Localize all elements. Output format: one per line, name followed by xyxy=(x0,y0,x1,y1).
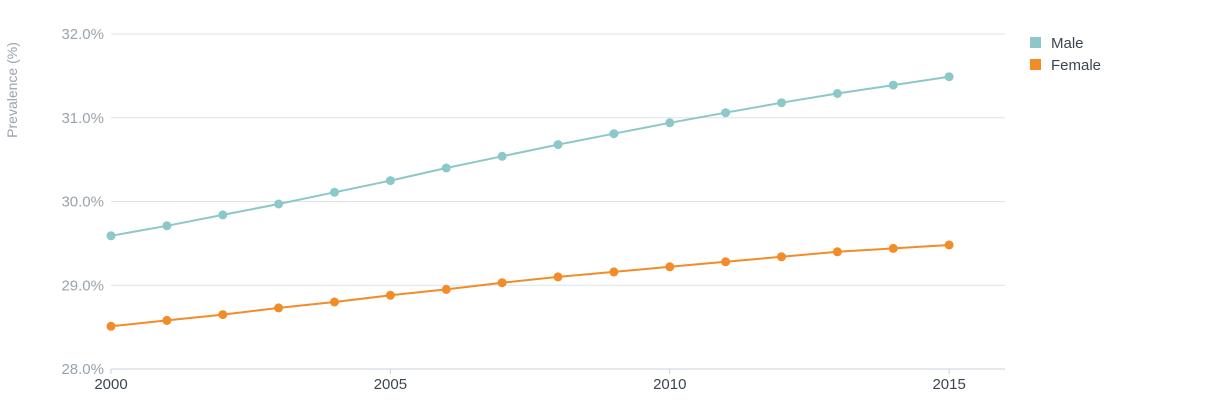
x-axis: 2000 2005 2010 2015 xyxy=(94,368,1005,393)
x-tick-label: 2005 xyxy=(374,376,407,393)
data-point-male[interactable] xyxy=(385,176,395,186)
legend-label-male[interactable]: Male xyxy=(1051,35,1084,52)
data-point-male[interactable] xyxy=(330,187,339,197)
data-point-male[interactable] xyxy=(274,199,284,209)
data-point-female[interactable] xyxy=(665,262,675,272)
data-point-male[interactable] xyxy=(218,210,228,220)
data-point-male[interactable] xyxy=(888,80,898,90)
data-point-female[interactable] xyxy=(106,321,116,331)
x-tick-label: 2015 xyxy=(932,376,965,393)
data-point-male[interactable] xyxy=(721,108,731,118)
data-point-male[interactable] xyxy=(106,231,116,241)
data-point-female[interactable] xyxy=(385,290,395,300)
y-tick-label: 30.0% xyxy=(61,194,104,211)
data-point-female[interactable] xyxy=(274,303,284,313)
data-point-male[interactable] xyxy=(553,140,563,150)
data-point-female[interactable] xyxy=(609,267,619,277)
series-line-female xyxy=(110,244,950,328)
legend-swatch-female[interactable] xyxy=(1030,59,1041,70)
data-point-female[interactable] xyxy=(441,284,451,294)
data-point-female[interactable] xyxy=(721,257,731,267)
data-point-female[interactable] xyxy=(497,278,507,288)
data-point-male[interactable] xyxy=(441,163,451,173)
y-tick-label: 29.0% xyxy=(61,277,104,294)
x-tick-label: 2010 xyxy=(653,376,686,393)
data-point-male[interactable] xyxy=(944,72,954,82)
legend[interactable]: Male Female xyxy=(1030,35,1101,74)
data-point-female[interactable] xyxy=(218,310,228,320)
y-axis-title: Prevalence (%) xyxy=(4,42,20,138)
data-point-male[interactable] xyxy=(497,151,507,161)
data-point-female[interactable] xyxy=(553,272,563,282)
series-line-male xyxy=(110,75,950,237)
data-point-female[interactable] xyxy=(888,243,898,253)
data-point-male[interactable] xyxy=(832,89,842,98)
y-tick-label: 31.0% xyxy=(61,110,104,127)
data-point-female[interactable] xyxy=(162,315,172,325)
data-point-female[interactable] xyxy=(330,297,339,307)
y-axis-ticks: 28.0% 29.0% 30.0% 31.0% 32.0% xyxy=(61,26,104,378)
legend-swatch-male[interactable] xyxy=(1030,37,1041,48)
y-tick-label: 28.0% xyxy=(61,361,104,378)
grid-lines xyxy=(111,33,1005,286)
data-point-female[interactable] xyxy=(832,247,842,257)
data-point-female[interactable] xyxy=(777,252,786,262)
series-group xyxy=(106,72,954,331)
legend-label-female[interactable]: Female xyxy=(1051,57,1101,74)
data-point-male[interactable] xyxy=(777,98,786,108)
data-point-male[interactable] xyxy=(609,129,619,139)
data-point-female[interactable] xyxy=(944,240,954,250)
data-point-male[interactable] xyxy=(162,221,172,231)
y-tick-label: 32.0% xyxy=(61,26,104,43)
data-point-male[interactable] xyxy=(665,118,675,128)
x-tick-label: 2000 xyxy=(94,376,127,393)
